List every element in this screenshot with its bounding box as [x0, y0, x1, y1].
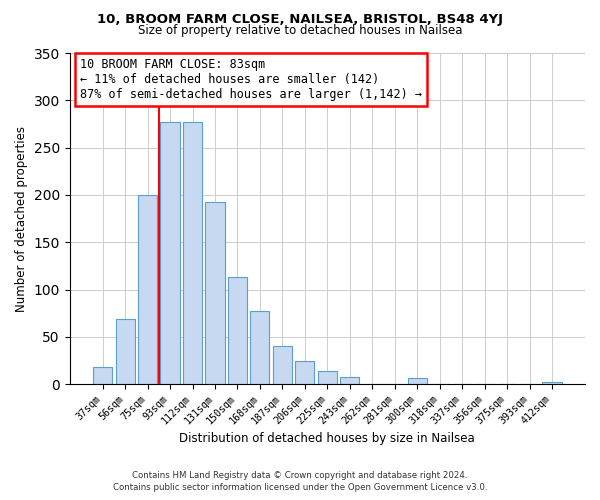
Bar: [295, 360, 314, 384]
Text: 10, BROOM FARM CLOSE, NAILSEA, BRISTOL, BS48 4YJ: 10, BROOM FARM CLOSE, NAILSEA, BRISTOL, …: [97, 12, 503, 26]
Y-axis label: Number of detached properties: Number of detached properties: [15, 126, 28, 312]
Bar: [183, 122, 202, 384]
Bar: [318, 371, 337, 384]
Text: Contains HM Land Registry data © Crown copyright and database right 2024.
Contai: Contains HM Land Registry data © Crown c…: [113, 471, 487, 492]
Bar: [273, 346, 292, 384]
Bar: [160, 122, 179, 384]
Bar: [542, 382, 562, 384]
Bar: [116, 319, 134, 384]
Bar: [93, 367, 112, 384]
Bar: [228, 278, 247, 384]
Text: Size of property relative to detached houses in Nailsea: Size of property relative to detached ho…: [138, 24, 462, 37]
Bar: [138, 195, 157, 384]
X-axis label: Distribution of detached houses by size in Nailsea: Distribution of detached houses by size …: [179, 432, 475, 445]
Bar: [205, 202, 224, 384]
Bar: [250, 312, 269, 384]
Text: 10 BROOM FARM CLOSE: 83sqm
← 11% of detached houses are smaller (142)
87% of sem: 10 BROOM FARM CLOSE: 83sqm ← 11% of deta…: [80, 58, 422, 101]
Bar: [407, 378, 427, 384]
Bar: [340, 376, 359, 384]
